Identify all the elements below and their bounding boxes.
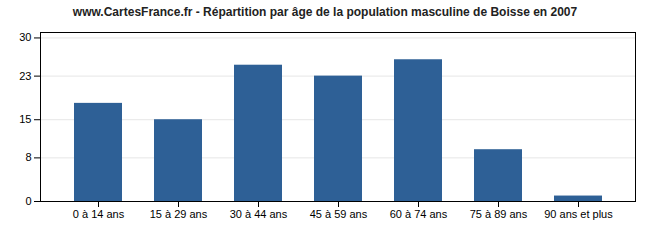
svg-text:0 à 14 ans: 0 à 14 ans xyxy=(73,208,125,220)
svg-text:8: 8 xyxy=(25,151,31,163)
svg-text:15 à 29 ans: 15 à 29 ans xyxy=(150,208,208,220)
svg-text:45 à 59 ans: 45 à 59 ans xyxy=(310,208,368,220)
svg-text:23: 23 xyxy=(19,70,31,82)
svg-text:15: 15 xyxy=(19,113,31,125)
svg-text:90 ans et plus: 90 ans et plus xyxy=(544,208,613,220)
svg-text:30 à 44 ans: 30 à 44 ans xyxy=(230,208,288,220)
html-text:www.CartesFrance.fr - Répartit: www.CartesFrance.fr - Répartition par âg… xyxy=(72,5,578,19)
svg-text:0: 0 xyxy=(25,195,31,207)
svg-text:30: 30 xyxy=(19,31,31,43)
svg-text:60 à 74 ans: 60 à 74 ans xyxy=(390,208,448,220)
svg-text:75 à 89 ans: 75 à 89 ans xyxy=(470,208,528,220)
